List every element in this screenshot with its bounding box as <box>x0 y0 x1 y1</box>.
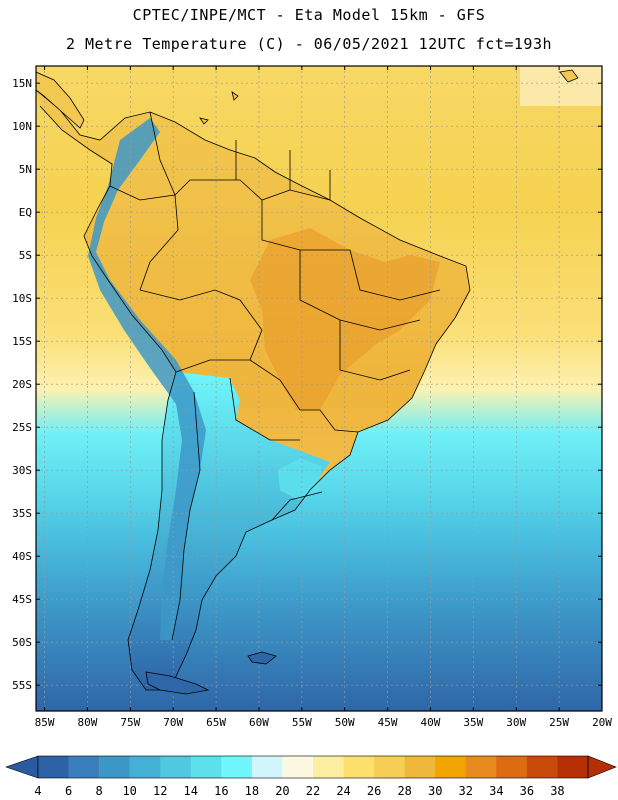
colorbar-swatch <box>251 756 283 778</box>
colorbar-label: 30 <box>428 784 442 798</box>
colorbar-swatch <box>190 756 222 778</box>
lon-label: 45W <box>378 716 398 729</box>
lon-label: 85W <box>35 716 55 729</box>
lat-label: 10S <box>12 292 32 305</box>
latitude-labels: 15N 10N 5N EQ 5S 10S 15S 20S 25S 30S 35S 40S 45S 50S 5… <box>12 77 32 692</box>
lat-label: 45S <box>12 593 32 606</box>
colorbar-swatch <box>129 756 161 778</box>
colorbar-swatch <box>404 756 436 778</box>
colorbar-swatch <box>282 756 314 778</box>
lon-label: 20W <box>592 716 612 729</box>
lat-label: 25S <box>12 421 32 434</box>
lon-label: 25W <box>549 716 569 729</box>
colorbar-label: 34 <box>489 784 503 798</box>
colorbar-swatch <box>496 756 528 778</box>
lat-label: 50S <box>12 636 32 649</box>
lon-label: 40W <box>421 716 441 729</box>
colorbar-label: 8 <box>95 784 102 798</box>
colorbar-label: 38 <box>550 784 564 798</box>
southern-cool-region <box>128 372 330 690</box>
colorbar-swatch <box>465 756 497 778</box>
plot-frame <box>35 65 603 712</box>
lat-label: 15N <box>12 77 32 90</box>
lon-label: 70W <box>163 716 183 729</box>
country-borders <box>36 89 471 691</box>
colorbar-label: 18 <box>245 784 259 798</box>
colorbar-label: 12 <box>153 784 167 798</box>
colorbar-label: 14 <box>184 784 198 798</box>
lat-label: 35S <box>12 507 32 520</box>
colorbar-label: 36 <box>520 784 534 798</box>
lon-label: 80W <box>78 716 98 729</box>
lon-label: 60W <box>249 716 269 729</box>
colorbar-label: 26 <box>367 784 381 798</box>
lon-label: 35W <box>463 716 483 729</box>
longitude-labels: 85W 80W 75W 70W 65W 60W 55W 50W 45W 40W 35W 30W 25W 2… <box>35 716 613 729</box>
lon-label: 55W <box>292 716 312 729</box>
lat-label: 55S <box>12 679 32 692</box>
colorbar-label: 20 <box>275 784 289 798</box>
map-title: CPTEC/INPE/MCT - Eta Model 15km - GFS <box>132 6 486 24</box>
lat-label: 10N <box>12 120 32 133</box>
colorbar-swatch <box>526 756 558 778</box>
colorbar-swatch <box>557 756 589 778</box>
colorbar-swatch <box>374 756 405 778</box>
colorbar <box>5 755 617 779</box>
lat-label: 40S <box>12 550 32 563</box>
colorbar-swatch <box>343 756 375 778</box>
colorbar-swatch <box>435 756 467 778</box>
lat-label: 15S <box>12 335 32 348</box>
lon-label: 65W <box>206 716 226 729</box>
colorbar-label: 22 <box>306 784 320 798</box>
colorbar-label: 24 <box>336 784 350 798</box>
lon-label: 75W <box>120 716 140 729</box>
colorbar-swatch <box>313 756 344 778</box>
colorbar-swatch <box>160 756 192 778</box>
colorbar-swatch <box>99 756 130 778</box>
colorbar-label: 16 <box>214 784 228 798</box>
lat-label: 30S <box>12 464 32 477</box>
lat-label: 5N <box>19 163 32 176</box>
andes-cold-band <box>88 118 206 640</box>
map-subtitle: 2 Metre Temperature (C) - 06/05/2021 12U… <box>65 35 553 53</box>
colorbar-labels: 4 6 8 10 12 14 16 18 20 22 24 26 28 30 32 34 36 38 <box>34 784 564 798</box>
colorbar-label: 28 <box>397 784 411 798</box>
colorbar-swatch <box>38 756 69 778</box>
south-america-landmass <box>36 90 470 690</box>
colorbar-high-arrow <box>587 755 617 779</box>
colorbar-label: 10 <box>122 784 136 798</box>
colorbar-swatch <box>68 756 100 778</box>
hot-interior-region <box>250 228 440 410</box>
colorbar-label: 32 <box>459 784 473 798</box>
colorbar-label: 6 <box>65 784 72 798</box>
lon-label: 30W <box>506 716 526 729</box>
lat-label: 5S <box>19 249 32 262</box>
lon-label: 50W <box>335 716 355 729</box>
colorbar-low-arrow <box>5 755 39 779</box>
lat-label: 20S <box>12 378 32 391</box>
colorbar-label: 4 <box>34 784 41 798</box>
lat-label: EQ <box>19 206 32 219</box>
colorbar-swatch <box>221 756 253 778</box>
